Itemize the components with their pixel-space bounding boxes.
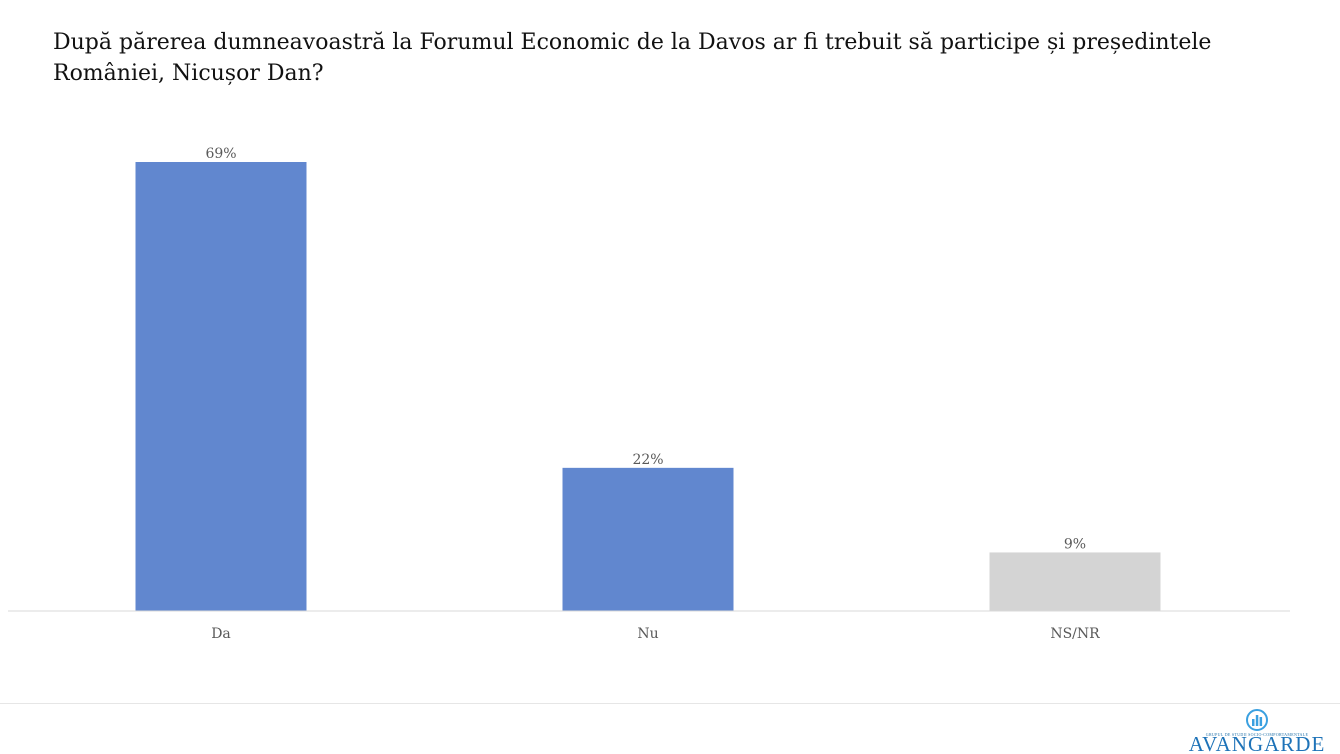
- chart-circle-icon: [1246, 709, 1268, 731]
- data-label: 9%: [1064, 536, 1086, 552]
- data-label: 69%: [205, 146, 236, 162]
- data-labels-group: 69% 22% 9%: [205, 146, 1086, 552]
- data-label: 22%: [632, 452, 663, 468]
- chart-title: După părerea dumneavoastră la Forumul Ec…: [53, 30, 1212, 86]
- bar-ns-nr: [989, 552, 1161, 611]
- bars-group: [135, 162, 1161, 611]
- category-label: Nu: [637, 626, 658, 642]
- category-labels-group: Da Nu NS/NR: [211, 626, 1100, 642]
- category-label: NS/NR: [1050, 626, 1100, 642]
- logo-subtitle: GRUPUL DE STUDII SOCIO-COMPORTAMENTALE: [1205, 732, 1309, 737]
- logo-text: AVANGARDE: [1188, 732, 1326, 754]
- bar-da: [135, 162, 307, 611]
- bar-nu: [562, 467, 734, 611]
- bar-chart: 69% 22% 9% Da Nu NS/NR: [8, 146, 1290, 642]
- avangarde-logo: GRUPUL DE STUDII SOCIO-COMPORTAMENTALE A…: [1184, 709, 1330, 754]
- footer-divider: [0, 703, 1340, 704]
- category-label: Da: [211, 626, 231, 642]
